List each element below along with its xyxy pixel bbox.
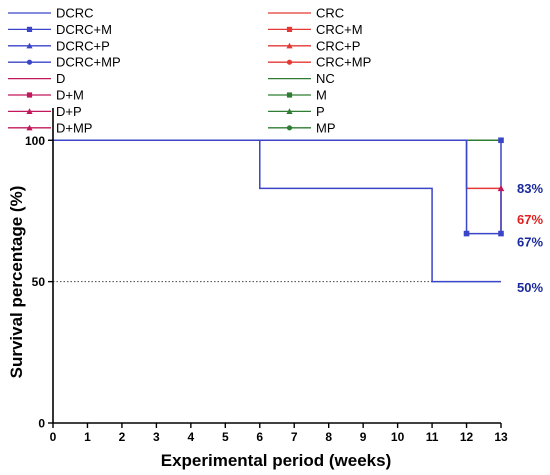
legend-label: M: [316, 88, 327, 103]
legend-label: D+M: [56, 88, 84, 103]
legend-item: M: [268, 88, 327, 103]
legend-marker: [286, 42, 293, 49]
end-label: 67%: [517, 212, 543, 227]
x-tick-label: 7: [291, 430, 298, 444]
x-tick-label: 1: [84, 430, 91, 444]
legend-item: DCRC+P: [8, 38, 110, 53]
legend-marker: [26, 108, 33, 114]
series-dcrc-m: [53, 139, 502, 235]
x-tick-label: 2: [119, 430, 126, 444]
legend-marker: [286, 92, 293, 98]
y-axis-title: Survival percentage (%): [7, 186, 26, 379]
x-tick-label: 9: [360, 430, 367, 444]
legend-label: CRC: [316, 6, 344, 21]
y-tick-label: 100: [25, 134, 45, 148]
legend-marker: [26, 26, 33, 32]
legend-label: D+P: [56, 104, 82, 119]
legend-label: MP: [316, 120, 336, 135]
legend-item: D+M: [8, 88, 84, 103]
series-crc-m: [53, 139, 502, 234]
legend-marker: [26, 124, 33, 131]
series-dcrc: [53, 139, 501, 283]
x-tick-label: 12: [460, 430, 474, 444]
legend-label: NC: [316, 71, 335, 86]
legend-label: D+MP: [56, 120, 92, 135]
x-tick-label: 11: [426, 430, 439, 444]
legend-label: D: [56, 71, 65, 86]
x-tick-label: 13: [494, 430, 508, 444]
x-tick-label: 0: [50, 430, 57, 444]
x-tick-label: 8: [325, 430, 332, 444]
legend-marker: [26, 42, 33, 49]
legend-item: D+P: [8, 104, 82, 119]
y-tick-label: 50: [32, 275, 46, 289]
legend-label: DCRC+MP: [56, 55, 121, 70]
legend-item: CRC: [268, 6, 344, 21]
legend-item: DCRC+M: [8, 22, 112, 37]
legend-label: DCRC: [56, 6, 94, 21]
data-point: [463, 230, 470, 237]
legend-label: DCRC+M: [56, 22, 112, 37]
legend-marker: [26, 92, 33, 98]
x-tick-label: 10: [391, 430, 405, 444]
legend-item: D+MP: [8, 120, 92, 135]
legend-marker: [26, 59, 33, 65]
x-tick-label: 3: [153, 430, 160, 444]
data-point: [498, 230, 504, 237]
legend-label: P: [316, 104, 325, 119]
legend-marker: [286, 26, 293, 32]
legend-item: D: [8, 71, 65, 86]
legend-marker: [286, 108, 293, 114]
x-tick-label: 4: [188, 430, 195, 444]
data-point: [497, 185, 505, 192]
x-tick-label: 6: [256, 430, 263, 444]
legend-item: CRC+P: [268, 38, 360, 53]
legend-item: DCRC: [8, 6, 94, 21]
y-tick-label: 0: [38, 417, 45, 431]
end-label: 50%: [517, 280, 543, 295]
legend-item: CRC+MP: [268, 55, 371, 70]
plot-area: 83% 67% 67% 50%: [53, 137, 543, 295]
end-label: 67%: [517, 235, 543, 250]
legend-label: DCRC+P: [56, 38, 110, 53]
legend-label: CRC+MP: [316, 55, 371, 70]
data-point: [498, 137, 504, 144]
legend-item: P: [268, 104, 325, 119]
legend: DCRCDCRC+MDCRC+PDCRC+MPDD+MD+PD+MPCRCCRC…: [8, 6, 371, 135]
x-axis-title: Experimental period (weeks): [161, 451, 392, 470]
legend-marker: [286, 125, 293, 131]
legend-label: CRC+M: [316, 22, 363, 37]
legend-item: CRC+M: [268, 22, 363, 37]
x-tick-label: 5: [222, 430, 229, 444]
legend-marker: [286, 59, 293, 65]
legend-item: DCRC+MP: [8, 55, 121, 70]
legend-label: CRC+P: [316, 38, 360, 53]
end-label: 83%: [517, 181, 543, 196]
legend-item: NC: [268, 71, 335, 86]
legend-item: MP: [268, 120, 336, 135]
